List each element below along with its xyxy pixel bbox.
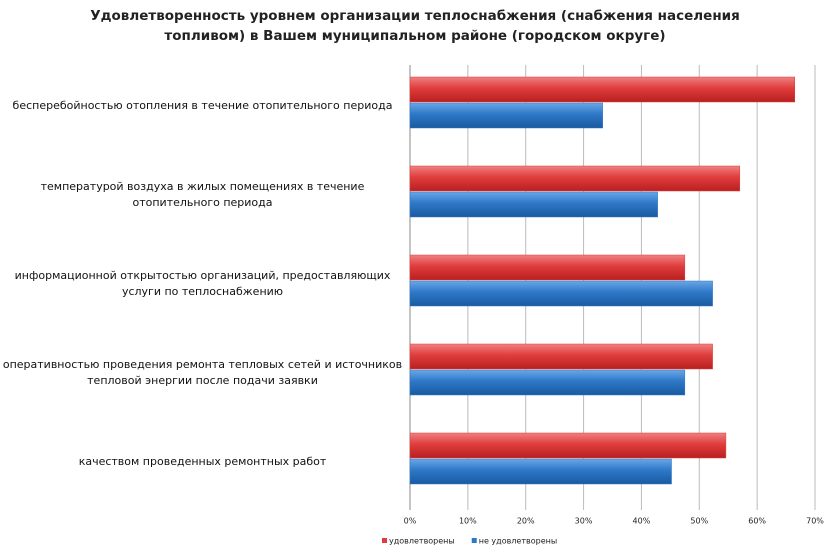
chart-title: Удовлетворенность уровнем организации те… bbox=[90, 8, 740, 44]
bar bbox=[409, 458, 672, 485]
category-label: информационной открытостью организаций, … bbox=[14, 268, 391, 298]
x-tick-label: 20% bbox=[517, 517, 535, 526]
bar bbox=[409, 102, 603, 129]
x-tick-label: 10% bbox=[459, 517, 477, 526]
legend-label: не удовлетворены bbox=[479, 537, 557, 546]
bar bbox=[409, 165, 741, 192]
bar bbox=[409, 191, 658, 218]
category-label: бесперебойностью отопления в течение ото… bbox=[12, 98, 393, 112]
bar bbox=[409, 254, 686, 281]
category-label: качеством проведенных ремонтных работ bbox=[78, 454, 327, 468]
x-tick-label: 30% bbox=[575, 517, 593, 526]
legend-swatch bbox=[382, 538, 387, 543]
x-tick-label: 70% bbox=[806, 517, 824, 526]
x-tick-label: 0% bbox=[404, 517, 417, 526]
x-tick-label: 50% bbox=[690, 517, 708, 526]
x-tick-label: 40% bbox=[633, 517, 651, 526]
legend-swatch bbox=[471, 538, 477, 543]
bar bbox=[409, 432, 727, 459]
bar bbox=[409, 369, 686, 396]
category-label: оперативностью проведения ремонта теплов… bbox=[2, 357, 403, 387]
bar bbox=[409, 280, 713, 307]
bar bbox=[409, 76, 795, 103]
category-label: температурой воздуха в жилых помещениях … bbox=[40, 179, 365, 209]
bar bbox=[409, 343, 713, 370]
legend-label: удовлетворены bbox=[389, 537, 455, 546]
x-tick-label: 60% bbox=[748, 517, 766, 526]
